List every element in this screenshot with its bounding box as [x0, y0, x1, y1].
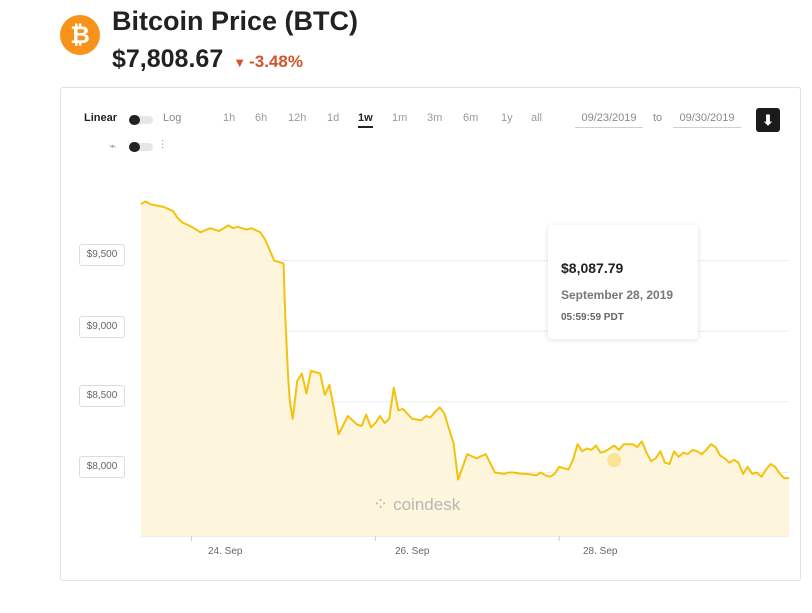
date-to-input[interactable]: 09/30/2019 — [673, 109, 741, 128]
hover-marker — [607, 453, 622, 468]
scale-linear-label[interactable]: Linear — [84, 112, 118, 124]
x-tick-label: 28. Sep — [583, 546, 618, 557]
price-change: ▼ -3.48% — [233, 52, 303, 72]
tooltip-price: $8,087.79 — [561, 260, 624, 276]
price-line — [140, 200, 789, 481]
bitcoin-logo-icon: ₿ — [60, 15, 100, 55]
current-price: $7,808.67 — [112, 45, 224, 73]
x-tick-label: 24. Sep — [208, 546, 243, 557]
chart-type-toggle[interactable] — [129, 142, 153, 152]
date-to-label: to — [653, 112, 663, 124]
scale-log-label[interactable]: Log — [163, 112, 182, 124]
price-area — [141, 201, 789, 536]
y-tick-label: $8,500 — [79, 385, 125, 407]
range-6h[interactable]: 6h — [255, 112, 268, 124]
page-title: Bitcoin Price (BTC) — [112, 6, 359, 36]
range-all[interactable]: all — [531, 112, 543, 124]
range-3m[interactable]: 3m — [427, 112, 443, 124]
tooltip-date: September 28, 2019 — [561, 288, 674, 302]
range-1m[interactable]: 1m — [392, 112, 408, 124]
range-1w[interactable]: 1w — [358, 112, 373, 128]
price-change-value: -3.48% — [249, 52, 303, 71]
down-arrow-icon: ▼ — [233, 55, 247, 70]
candlestick-icon[interactable]: ⫶ — [161, 138, 165, 152]
range-1h[interactable]: 1h — [223, 112, 236, 124]
price-row: $7,808.67 ▼ -3.48% — [112, 45, 303, 74]
coindesk-logo-icon: ⁘ — [373, 494, 389, 514]
chart-card: Linear Log 1h 6h 12h 1d 1w 1m 3m 6m 1y a… — [60, 87, 801, 581]
range-6m[interactable]: 6m — [463, 112, 479, 124]
download-icon[interactable]: ⬇ — [756, 108, 780, 132]
x-tick-label: 26. Sep — [395, 546, 430, 557]
y-tick-label: $9,500 — [79, 244, 125, 266]
y-tick-label: $9,000 — [79, 316, 125, 338]
price-tooltip: $8,087.79 September 28, 2019 05:59:59 PD… — [548, 225, 698, 339]
range-12h[interactable]: 12h — [288, 112, 307, 124]
tooltip-time: 05:59:59 PDT — [561, 312, 624, 323]
y-tick-label: $8,000 — [79, 456, 125, 478]
range-1y[interactable]: 1y — [501, 112, 513, 124]
line-chart-icon[interactable]: ⌁ — [109, 139, 117, 153]
price-chart — [140, 200, 789, 541]
range-1d[interactable]: 1d — [327, 112, 340, 124]
scale-toggle[interactable] — [129, 115, 153, 125]
date-from-input[interactable]: 09/23/2019 — [575, 109, 643, 128]
coindesk-watermark: ⁘ coindesk — [373, 494, 461, 514]
